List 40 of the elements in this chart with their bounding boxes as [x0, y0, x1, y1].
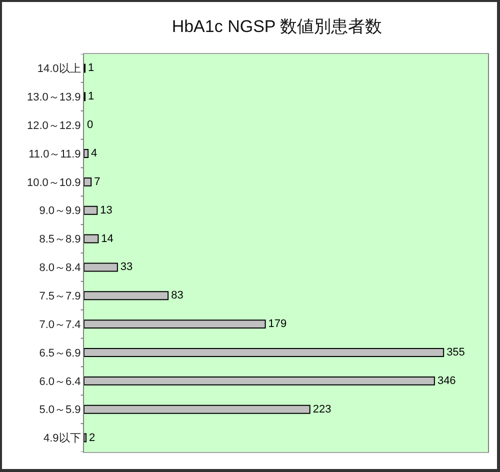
y-tick-label: 4.9以下	[44, 432, 81, 445]
bar	[84, 291, 169, 300]
y-tick-label: 8.5～8.9	[39, 234, 81, 246]
y-tick-label: 5.0～5.9	[39, 404, 81, 416]
bar	[84, 262, 118, 272]
bar	[84, 320, 266, 329]
y-tick-label: 11.0～11.9	[28, 148, 81, 160]
bar	[84, 234, 99, 244]
y-tick-label: 13.0～13.9	[26, 91, 81, 104]
y-tick-label: 14.0以上	[37, 62, 81, 76]
data-label: 2	[89, 432, 96, 444]
y-tick-label: 7.5～7.9	[39, 290, 81, 302]
chart-title: HbA1c NGSP 数値別患者数	[172, 16, 382, 36]
bar	[84, 404, 310, 414]
y-tick-label: 6.5～6.9	[39, 347, 81, 360]
data-label: 7	[94, 176, 100, 188]
data-label: 33	[120, 261, 133, 274]
y-tick-label: 9.0～9.9	[39, 205, 81, 218]
y-tick-label: 12.0～12.9	[26, 120, 81, 132]
data-label: 83	[171, 290, 184, 302]
y-tick-label: 6.0～6.4	[39, 376, 81, 388]
bar	[84, 433, 87, 442]
data-label: 4	[91, 148, 98, 160]
bar	[84, 206, 98, 215]
data-label: 179	[268, 318, 287, 330]
data-label: 1	[88, 90, 94, 103]
bar	[84, 348, 444, 357]
data-label: 346	[437, 374, 456, 387]
data-label: 0	[87, 119, 94, 132]
data-label: 355	[446, 346, 465, 358]
y-tick-label: 8.0～8.4	[39, 262, 81, 274]
bar	[84, 177, 92, 186]
data-label: 1	[88, 62, 94, 74]
data-label: 223	[312, 403, 332, 416]
y-tick-label: 7.0～7.4	[39, 318, 81, 331]
bar	[84, 376, 435, 386]
data-label: 14	[101, 232, 114, 245]
data-label: 13	[100, 204, 112, 216]
bar	[84, 149, 89, 158]
y-tick-label: 10.0～10.9	[26, 176, 81, 189]
